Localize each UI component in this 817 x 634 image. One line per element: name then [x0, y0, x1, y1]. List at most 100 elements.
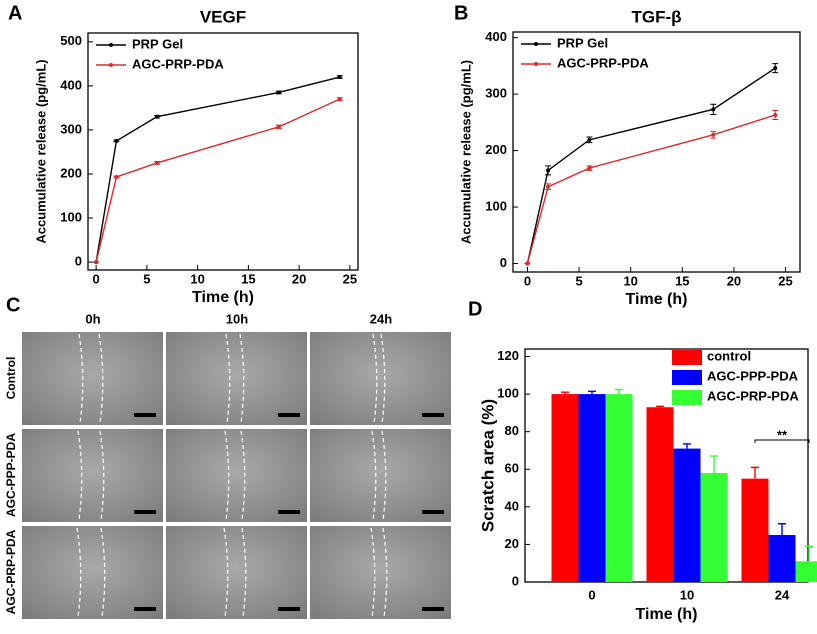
y-tick-label: 200: [485, 142, 507, 157]
y-tick-label: 0: [500, 255, 507, 270]
y-tick-label: 60: [505, 461, 519, 476]
bar: [646, 407, 674, 582]
legend-swatch: [672, 370, 702, 385]
y-tick-label: 400: [60, 77, 82, 92]
scratch-edge: [223, 527, 229, 618]
panel-label: D: [468, 298, 482, 320]
y-tick-label: 100: [485, 198, 507, 213]
y-axis-label: Scratch area (%): [478, 399, 497, 532]
x-axis-label: Time (h): [192, 289, 254, 306]
y-tick-label: 120: [497, 348, 519, 363]
scale-bar: [278, 607, 300, 611]
x-tick-label: 0: [524, 273, 531, 288]
significance-bracket: [754, 439, 810, 443]
scale-bar: [278, 510, 300, 514]
x-tick-label: 5: [575, 273, 582, 288]
x-tick-label: 15: [241, 271, 255, 286]
legend-label: AGC-PPP-PDA: [707, 368, 799, 383]
error-bar: [751, 466, 759, 479]
scratch-edge: [100, 527, 106, 618]
micrograph: [166, 526, 307, 619]
micrograph: [166, 429, 307, 522]
plot-frame: [512, 31, 801, 273]
legend-label: AGC-PRP-PDA: [707, 388, 799, 403]
row-label: AGC-PRP-PDA: [4, 529, 18, 614]
bar: [551, 394, 579, 582]
bar: [605, 394, 633, 582]
point: [114, 138, 119, 143]
scratch-edge: [370, 527, 376, 618]
legend-marker: [534, 42, 538, 46]
point: [155, 114, 160, 119]
annotation: **: [777, 427, 788, 442]
bar: [700, 473, 728, 582]
point: [546, 184, 551, 189]
x-tick-label: 25: [778, 273, 792, 288]
chart-title: TGF-β: [631, 7, 681, 26]
legend-label: AGC-PRP-PDA: [557, 55, 649, 70]
panel-label: A: [8, 2, 22, 24]
bar: [578, 394, 606, 582]
error-bar: [561, 391, 569, 395]
scale-bar: [134, 413, 156, 417]
legend-swatch: [672, 390, 702, 405]
y-tick-label: 20: [505, 536, 519, 551]
scratch-edge: [382, 527, 388, 618]
scratch-edge: [225, 333, 231, 424]
point: [773, 66, 778, 71]
scale-bar: [134, 510, 156, 514]
x-tick-label: 10: [623, 273, 637, 288]
y-tick-label: 500: [60, 33, 82, 48]
y-tick-label: 80: [505, 423, 519, 438]
scratch-edge: [240, 430, 246, 521]
bar: [673, 448, 701, 582]
scale-bar: [422, 607, 444, 611]
point: [711, 132, 716, 137]
legend-swatch: [672, 350, 702, 365]
legend-marker: [534, 62, 538, 66]
y-tick-label: 400: [485, 29, 507, 44]
scale-bar: [422, 510, 444, 514]
scale-bar: [278, 413, 300, 417]
point: [276, 124, 281, 129]
y-tick-label: 100: [60, 209, 82, 224]
scale-bar: [134, 607, 156, 611]
x-tick-label: 0: [93, 271, 100, 286]
micrograph: [310, 429, 451, 522]
y-tick-label: 200: [60, 165, 82, 180]
point: [546, 168, 551, 173]
point: [155, 160, 160, 165]
scratch-edge: [371, 430, 377, 521]
point: [587, 137, 592, 142]
series-line: [95, 76, 340, 263]
y-tick-label: 40: [505, 498, 519, 513]
row-label: AGC-PPP-PDA: [4, 433, 18, 517]
scratch-edge: [224, 430, 230, 521]
series-line: [526, 114, 776, 264]
point: [337, 97, 342, 102]
y-tick-label: 100: [497, 386, 519, 401]
point: [337, 75, 342, 80]
scale-bar: [422, 413, 444, 417]
y-tick-label: 0: [512, 573, 519, 588]
legend-label: PRP Gel: [132, 36, 183, 51]
y-tick-label: 0: [75, 254, 82, 269]
bar: [795, 561, 817, 582]
micrograph: [22, 526, 163, 619]
legend-marker: [109, 43, 113, 47]
point: [711, 107, 716, 112]
scratch-edge: [241, 527, 247, 618]
scratch-edge: [380, 333, 386, 424]
point: [773, 113, 778, 118]
point: [114, 175, 119, 180]
panel-label: C: [6, 294, 20, 316]
legend-marker: [109, 63, 113, 67]
panel-label: B: [454, 2, 468, 24]
y-axis-label: Accumulative release (pg/mL): [458, 60, 473, 244]
x-tick-label: 25: [343, 271, 357, 286]
legend-label: control: [707, 348, 751, 363]
error-bar: [683, 443, 691, 449]
plot-frame: [87, 32, 359, 271]
x-axis-label: Time (h): [636, 606, 698, 623]
